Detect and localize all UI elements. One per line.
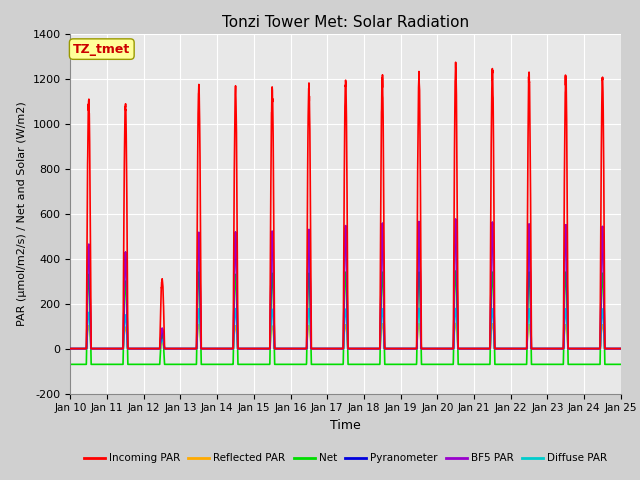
Text: TZ_tmet: TZ_tmet <box>73 43 131 56</box>
X-axis label: Time: Time <box>330 419 361 432</box>
Y-axis label: PAR (μmol/m2/s) / Net and Solar (W/m2): PAR (μmol/m2/s) / Net and Solar (W/m2) <box>17 101 27 326</box>
Legend: Incoming PAR, Reflected PAR, Net, Pyranometer, BF5 PAR, Diffuse PAR: Incoming PAR, Reflected PAR, Net, Pyrano… <box>79 449 612 468</box>
Title: Tonzi Tower Met: Solar Radiation: Tonzi Tower Met: Solar Radiation <box>222 15 469 30</box>
